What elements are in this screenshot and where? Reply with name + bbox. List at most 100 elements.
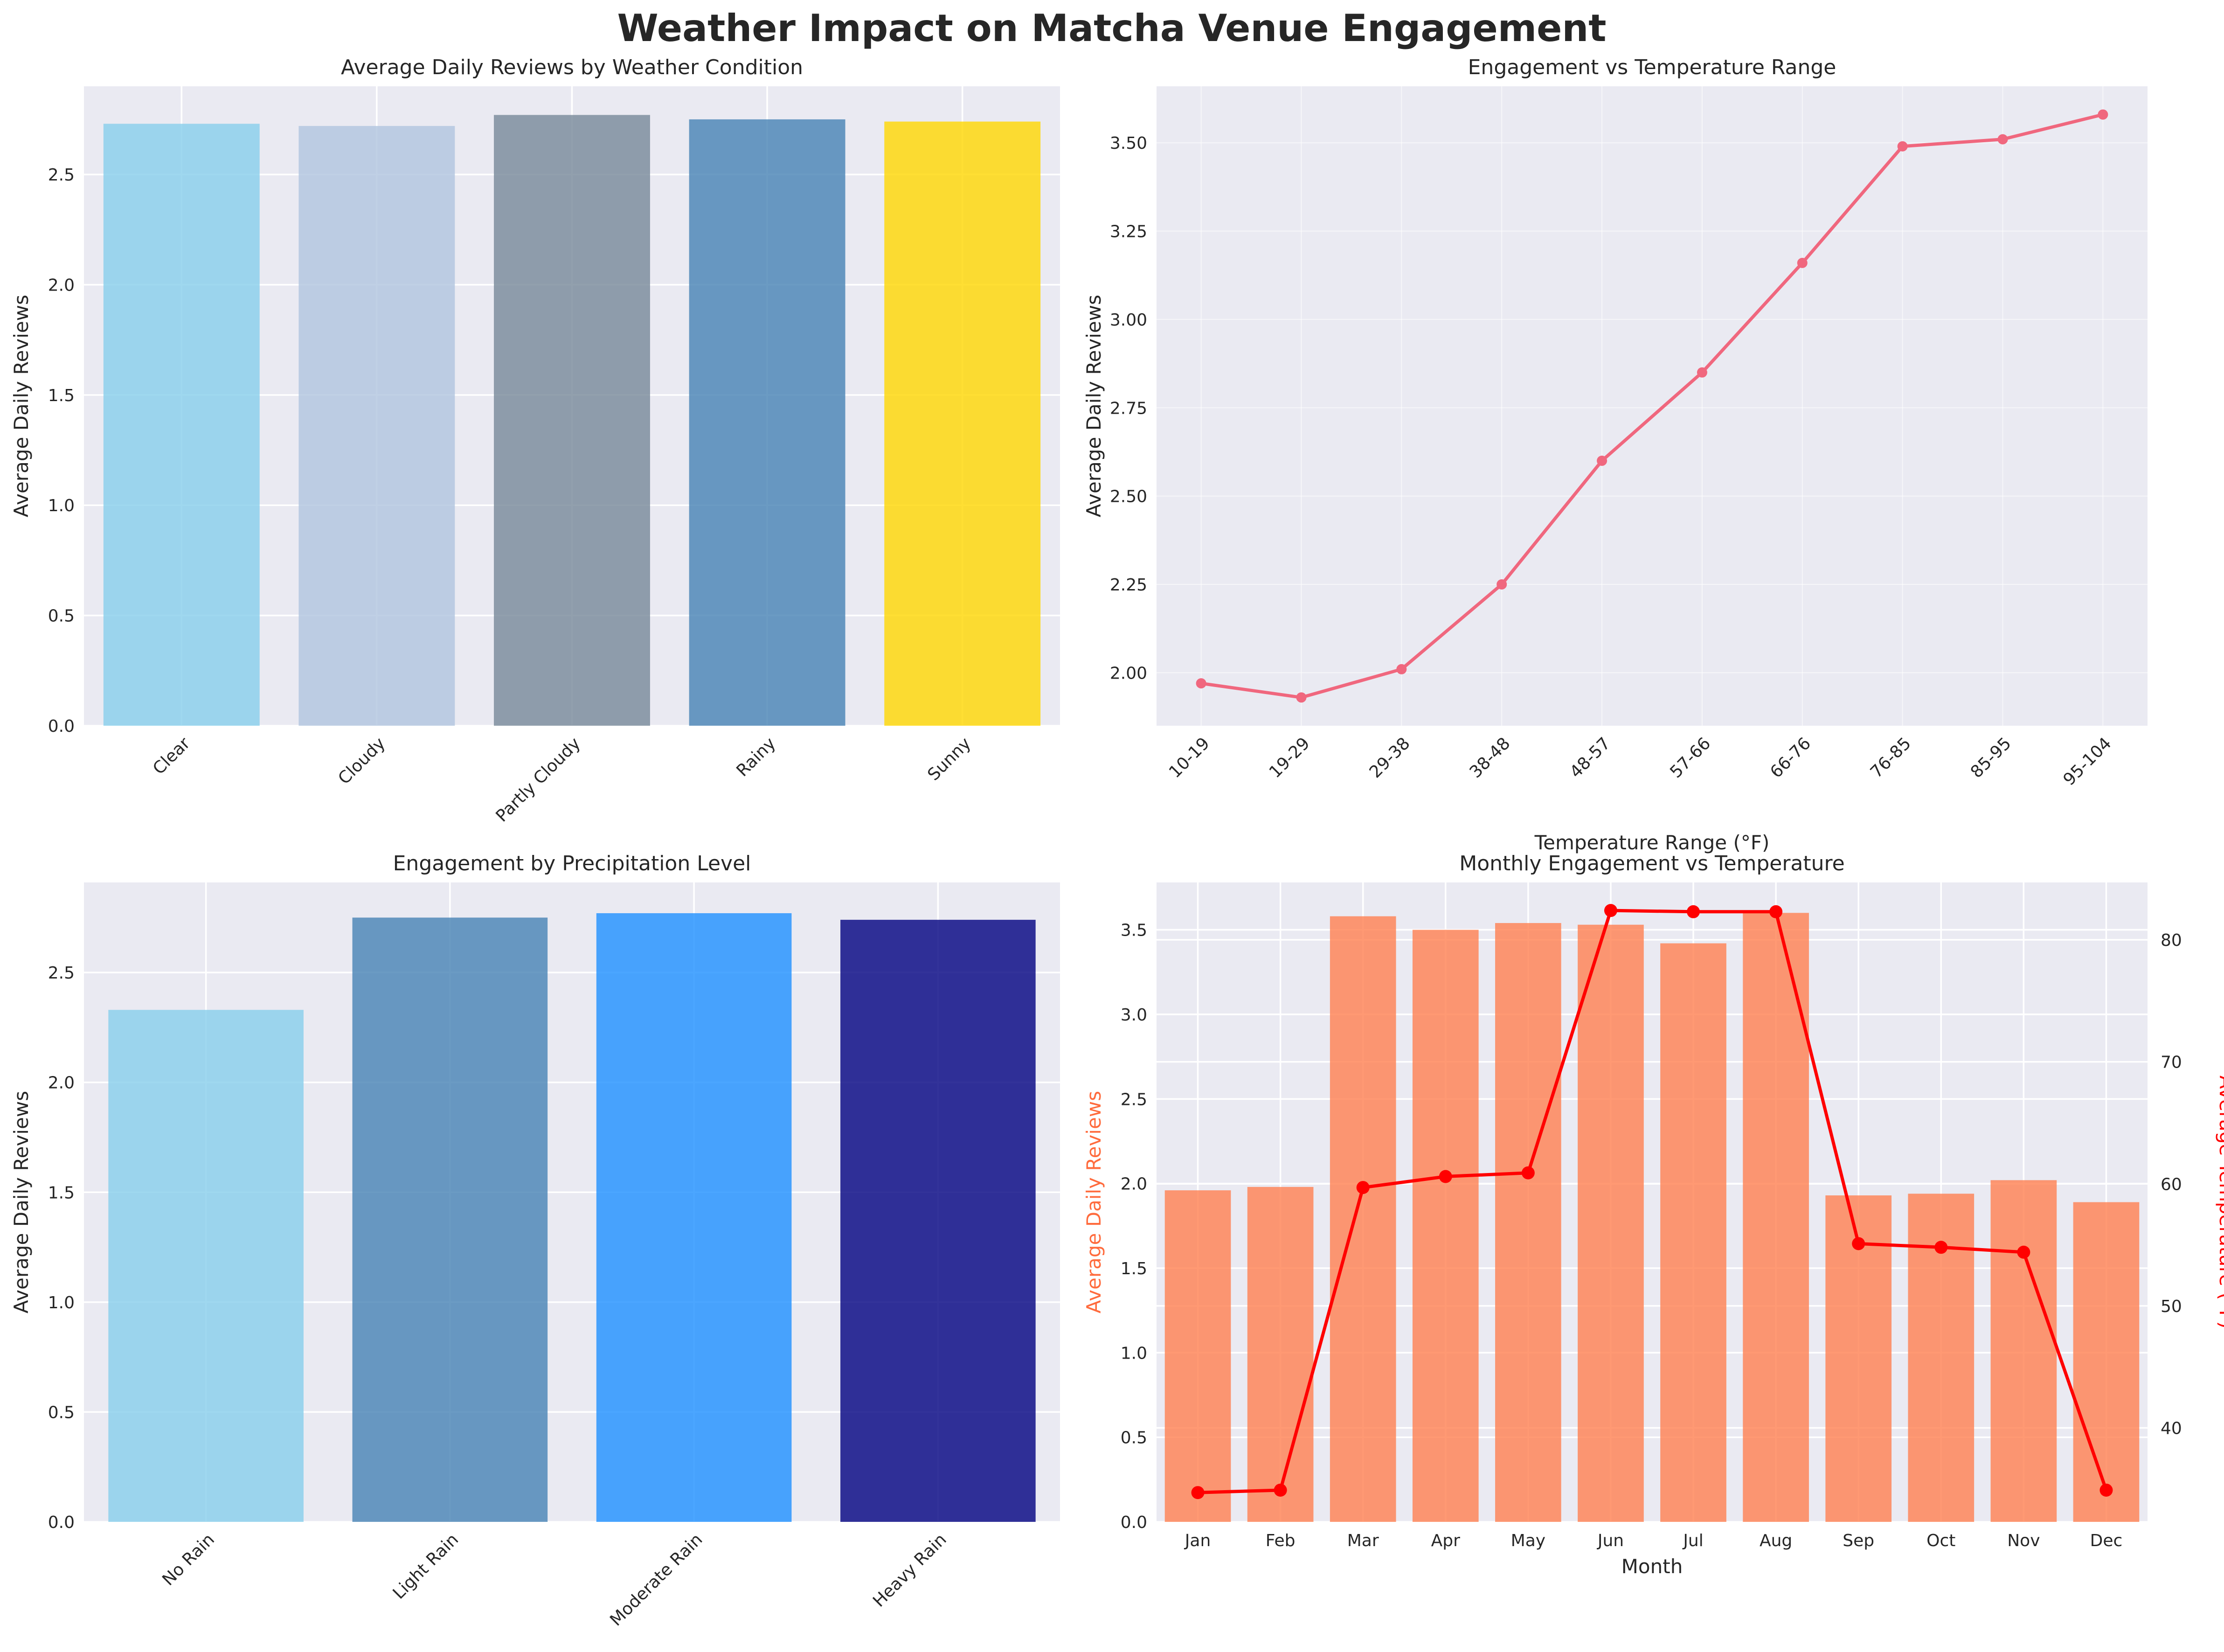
bars [103, 115, 1041, 726]
point-19-29 [1296, 692, 1307, 703]
point-48-57 [1597, 455, 1607, 466]
bars [1164, 913, 2140, 1522]
y-axis-label: Average Daily Reviews [1082, 1091, 1105, 1313]
temp-point-nov [2017, 1245, 2030, 1259]
x-tick-label: May [1511, 1531, 1545, 1550]
x-tick-label: Rainy [733, 734, 779, 780]
temperature-line [1198, 909, 2108, 1494]
temp-point-jul [1687, 905, 1700, 918]
y-tick-label: 2.25 [1110, 576, 1147, 595]
bar-mar [1330, 916, 1396, 1522]
x-tick-label: Sep [1843, 1531, 1874, 1550]
temp-point-may [1521, 1166, 1535, 1180]
x-tick-label: Jan [1184, 1531, 1211, 1550]
bar-jul [1660, 943, 1726, 1522]
point-10-19 [1196, 678, 1206, 689]
y-tick-label: 1.5 [1121, 1259, 1147, 1278]
y-tick-label: 2.5 [48, 166, 75, 185]
grid [1157, 86, 2148, 726]
plot-area [1157, 882, 2148, 1522]
plot-area [1157, 86, 2148, 726]
y-tick-label: 2.00 [1110, 664, 1147, 683]
x-tick-label: Heavy Rain [869, 1530, 950, 1611]
y-tick-label: 3.50 [1110, 134, 1147, 153]
bar-moderate-rain [596, 913, 792, 1522]
y2-axis-label: Average Temperature (°F) [2215, 1076, 2224, 1329]
x-tick-label: 19-29 [1266, 734, 1314, 782]
x-tick-label: Mar [1347, 1531, 1379, 1550]
x-tick-label: Partly Cloudy [492, 734, 584, 826]
temp-point-oct [1934, 1241, 1948, 1254]
temp-point-aug [1769, 905, 1783, 918]
x-tick-label: Clear [149, 734, 194, 778]
x-tick-label: Oct [1926, 1531, 1955, 1550]
bar-no-rain [108, 1010, 304, 1522]
bar-clear [103, 124, 260, 726]
chart-temperature: Engagement vs Temperature Range 2.00 2.25 2… [1082, 56, 2148, 854]
bar-may [1495, 923, 1561, 1522]
x-tick-label: Aug [1760, 1531, 1792, 1550]
x-tick-label: Light Rain [389, 1530, 463, 1603]
chart-precipitation: Engagement by Precipitation Level 0.0 0.5 1… [10, 852, 1060, 1630]
y2-tick-label: 60 [2161, 1175, 2182, 1194]
y-tick-label: 0.0 [1121, 1513, 1147, 1532]
chart-title: Engagement vs Temperature Range [1468, 56, 1836, 79]
temp-point-feb [1274, 1483, 1287, 1497]
x-tick-label: 57-66 [1666, 734, 1714, 782]
y-tick-label: 1.5 [48, 1183, 75, 1202]
y-tick-label: 0.5 [1121, 1429, 1147, 1448]
y-tick-label: 2.50 [1110, 487, 1147, 507]
y-tick-label: 0.5 [48, 1403, 75, 1422]
y-tick-label: 0.5 [48, 607, 75, 626]
y-axis-label: Average Daily Reviews [1082, 295, 1105, 517]
x-tick-label: 85-95 [1967, 734, 2015, 782]
y-tick-label: 3.25 [1110, 222, 1147, 242]
chart-title: Monthly Engagement vs Temperature [1459, 852, 1844, 875]
bar-heavy-rain [840, 920, 1036, 1522]
temp-point-apr [1439, 1170, 1452, 1183]
x-tick-label: Dec [2090, 1531, 2123, 1550]
x-tick-label: Apr [1431, 1531, 1460, 1550]
y-tick-label: 2.0 [48, 1074, 75, 1093]
x-tick-label: Moderate Rain [606, 1530, 706, 1630]
x-axis-label: Month [1621, 1555, 1683, 1578]
bars [108, 913, 1036, 1522]
temp-point-mar [1356, 1181, 1370, 1194]
y-tick-label: 2.0 [48, 276, 75, 295]
bar-jun [1578, 924, 1644, 1522]
x-tick-label: Nov [2007, 1531, 2040, 1550]
temp-point-jan [1191, 1486, 1205, 1499]
y-tick-label: 3.5 [1121, 921, 1147, 940]
bar-rainy [689, 119, 845, 726]
point-95-104 [2098, 109, 2108, 120]
bar-aug [1743, 913, 1809, 1522]
y2-tick-label: 50 [2161, 1297, 2182, 1316]
y-tick-label: 1.0 [48, 1293, 75, 1312]
series-line [1201, 113, 2104, 699]
point-29-38 [1396, 664, 1407, 674]
y-tick-label: 2.75 [1110, 399, 1147, 418]
y-axis-label: Average Daily Reviews [10, 1091, 33, 1313]
figure-title: Weather Impact on Matcha Venue Engagemen… [617, 7, 1606, 50]
chart-weather: Average Daily Reviews by Weather Conditi… [10, 56, 1060, 826]
point-85-95 [1997, 134, 2008, 145]
temp-point-dec [2099, 1483, 2113, 1497]
y-tick-label: 1.0 [48, 496, 75, 515]
x-tick-label: Jul [1682, 1531, 1703, 1550]
x-tick-label: 38-48 [1466, 734, 1514, 782]
bar-cloudy [298, 126, 455, 726]
bar-jan [1164, 1190, 1231, 1522]
bar-nov [1990, 1180, 2057, 1522]
y-tick-label: 2.0 [1121, 1175, 1147, 1194]
x-tick-label: 76-85 [1867, 734, 1915, 782]
temp-point-sep [1852, 1237, 1865, 1250]
point-57-66 [1697, 367, 1707, 378]
bar-partly-cloudy [494, 115, 650, 726]
y2-tick-label: 40 [2161, 1419, 2182, 1438]
bar-feb [1247, 1187, 1314, 1522]
y-tick-label: 0.0 [48, 1513, 75, 1532]
x-tick-label: Sunny [924, 734, 975, 784]
y-tick-label: 1.5 [48, 386, 75, 405]
y2-tick-label: 70 [2161, 1053, 2182, 1072]
